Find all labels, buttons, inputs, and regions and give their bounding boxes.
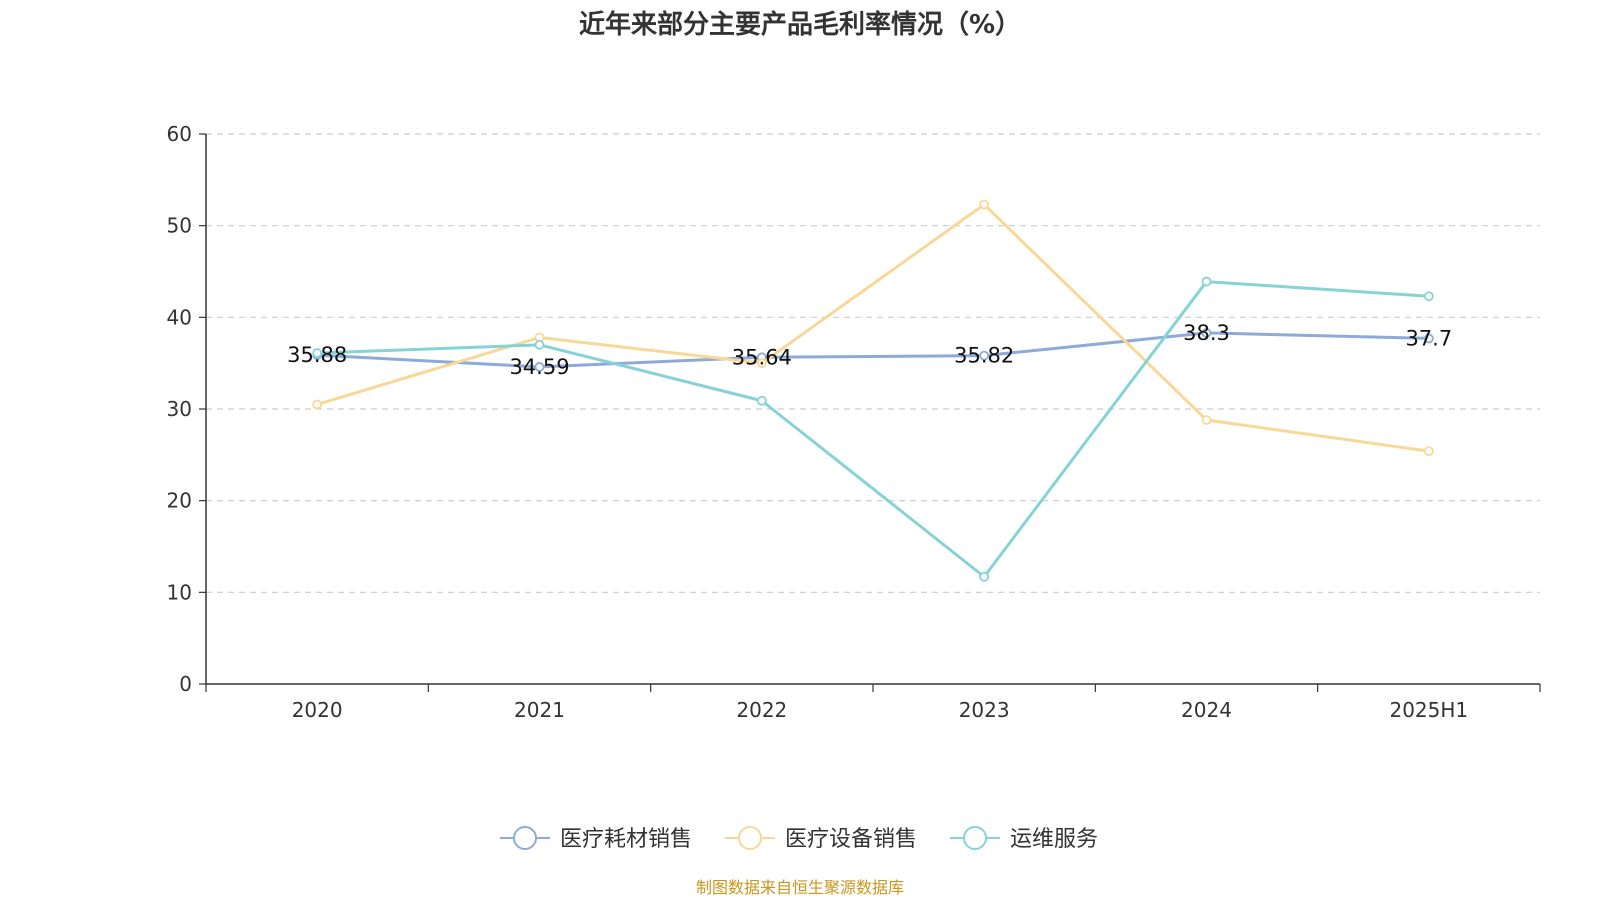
y-tick-label: 50 xyxy=(167,214,192,238)
legend-label: 医疗设备销售 xyxy=(785,827,917,852)
y-tick-label: 10 xyxy=(167,580,192,604)
data-labels: 35.88 34.59 35.64 35.82 38.3 37.7 xyxy=(287,321,1452,379)
chart-title: 近年来部分主要产品毛利率情况（%） xyxy=(579,9,1021,40)
grid-lines xyxy=(206,133,1540,593)
y-tick-label: 30 xyxy=(167,397,192,421)
legend-marker-icon xyxy=(963,826,987,850)
data-point xyxy=(1201,276,1212,287)
data-point xyxy=(1423,291,1434,302)
data-point xyxy=(756,358,767,369)
data-label: 37.7 xyxy=(1405,326,1452,350)
series-line xyxy=(317,331,1429,369)
data-point xyxy=(312,348,323,358)
legend-label: 医疗耗材销售 xyxy=(560,827,692,852)
data-label: 38.3 xyxy=(1183,321,1230,345)
legend-label: 运维服务 xyxy=(1010,827,1098,852)
x-tick-label: 2020 xyxy=(292,698,343,722)
data-point xyxy=(979,571,990,582)
x-tick-label: 2024 xyxy=(1181,698,1232,722)
series-line xyxy=(317,280,1429,579)
legend: 医疗耗材销售 医疗设备销售 运维服务 xyxy=(500,826,1098,852)
data-point xyxy=(1423,446,1434,457)
data-point xyxy=(756,395,767,406)
data-label: 35.82 xyxy=(954,344,1014,368)
data-point xyxy=(1201,328,1212,338)
x-tick-label: 2023 xyxy=(959,698,1010,722)
data-point xyxy=(1201,415,1212,425)
y-tick-label: 60 xyxy=(167,122,192,146)
data-point xyxy=(534,362,545,372)
x-tick-label: 2022 xyxy=(736,698,787,722)
data-point xyxy=(979,199,990,210)
legend-marker-icon xyxy=(738,826,762,850)
x-tick-label: 2025H1 xyxy=(1389,698,1468,722)
legend-marker-icon xyxy=(513,826,537,850)
series-line xyxy=(316,203,1430,453)
data-point xyxy=(1423,333,1434,344)
data-point xyxy=(534,339,545,350)
y-tick-label: 40 xyxy=(167,305,192,329)
data-point xyxy=(312,399,323,410)
axes: 0 10 20 30 40 50 60 2020 2021 2022 2023 2024 2025H1 xyxy=(167,122,1541,722)
y-tick-label: 20 xyxy=(167,489,192,513)
data-point xyxy=(979,350,990,361)
series-lines xyxy=(312,199,1434,582)
source-note: 制图数据来自恒生聚源数据库 xyxy=(696,878,904,897)
data-label: 34.59 xyxy=(509,355,569,379)
y-tick-label: 0 xyxy=(179,672,192,696)
data-label: 35.64 xyxy=(732,345,792,369)
x-tick-label: 2021 xyxy=(514,698,565,722)
data-label: 35.88 xyxy=(287,343,347,367)
